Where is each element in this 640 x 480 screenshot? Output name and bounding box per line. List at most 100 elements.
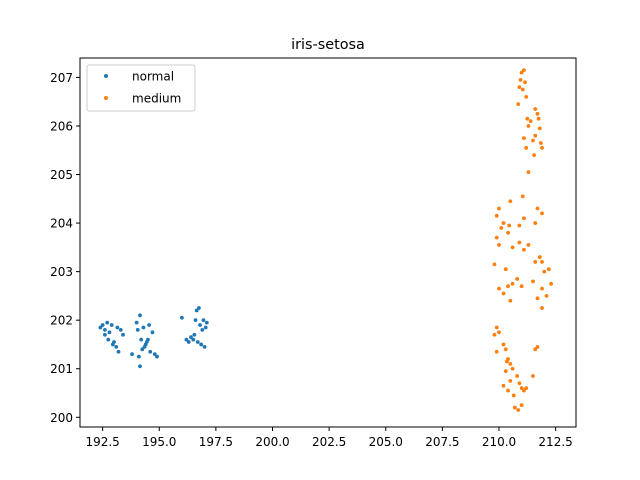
y-tick-label: 203 [50, 265, 73, 279]
scatter-point-medium [494, 349, 499, 354]
scatter-point-medium [542, 269, 547, 274]
chart-title: iris-setosa [291, 37, 365, 53]
scatter-point-normal [136, 354, 141, 359]
scatter-point-medium [540, 286, 544, 291]
scatter-point-medium [511, 393, 516, 398]
scatter-point-normal [106, 337, 111, 342]
scatter-point-normal [200, 327, 205, 332]
scatter-point-medium [501, 291, 506, 296]
scatter-point-medium [494, 235, 499, 240]
scatter-point-medium [508, 298, 513, 303]
scatter-point-normal [180, 315, 184, 320]
y-tick-label: 206 [50, 119, 73, 133]
scatter-point-medium [508, 361, 513, 366]
scatter-point-normal [195, 340, 200, 344]
scatter-point-medium [519, 70, 524, 75]
scatter-point-medium [522, 388, 526, 393]
scatter-point-normal [204, 320, 209, 325]
legend-label-medium: medium [132, 92, 181, 106]
scatter-point-medium [533, 221, 538, 225]
scatter-point-normal [150, 330, 155, 335]
scatter-point-medium [501, 221, 506, 225]
scatter-point-normal [203, 325, 208, 330]
scatter-point-medium [535, 206, 540, 211]
scatter-point-normal [139, 337, 144, 342]
scatter-point-normal [191, 337, 196, 342]
scatter-point-medium [522, 136, 526, 141]
scatter-point-medium [540, 145, 544, 150]
scatter-point-normal [194, 308, 199, 313]
scatter-point-medium [517, 381, 522, 386]
scatter-point-normal [197, 306, 201, 310]
scatter-point-normal [107, 330, 112, 335]
y-tick-label: 202 [50, 314, 73, 328]
scatter-point-medium [540, 306, 544, 310]
scatter-point-medium [497, 330, 501, 335]
scatter-point-medium [492, 262, 497, 267]
legend-marker-normal [104, 74, 108, 78]
scatter-point-medium [501, 383, 506, 388]
scatter-point-normal [110, 342, 115, 347]
y-tick-label: 205 [50, 168, 73, 182]
scatter-point-medium [519, 284, 524, 289]
scatter-point-medium [524, 386, 529, 391]
legend-items: normal medium [104, 70, 181, 106]
x-tick-label: 210.0 [482, 435, 516, 449]
scatter-point-normal [105, 320, 110, 325]
scatter-point-medium [517, 223, 522, 228]
scatter-point-normal [142, 344, 147, 349]
scatter-point-medium [506, 230, 510, 235]
scatter-point-normal [201, 318, 206, 323]
scatter-point-medium [516, 408, 521, 412]
scatter-point-normal [98, 325, 103, 330]
scatter-point-medium [546, 267, 551, 272]
x-tick-label: 197.5 [199, 435, 233, 449]
scatter-point-medium [540, 260, 544, 264]
scatter-point-normal [186, 340, 191, 344]
y-axis: 200 201 202 203 204 205 206 207 [50, 71, 80, 425]
scatter-point-medium [522, 68, 526, 73]
scatter-point-medium [494, 213, 499, 218]
scatter-point-medium [520, 87, 525, 92]
scatter-point-normal [135, 327, 140, 332]
scatter-point-medium [508, 199, 513, 204]
scatter-point-medium [531, 279, 535, 284]
scatter-point-normal [115, 325, 120, 330]
scatter-point-medium [537, 126, 542, 131]
scatter-point-medium [538, 141, 543, 145]
scatter-point-normal [103, 327, 107, 332]
scatter-point-medium [503, 267, 508, 272]
scatter-point-medium [497, 243, 501, 247]
x-tick-label: 200.0 [255, 435, 289, 449]
scatter-point-medium [531, 374, 535, 378]
scatter-point-medium [549, 281, 553, 286]
x-tick-label: 207.5 [425, 435, 459, 449]
scatter-point-normal [189, 335, 193, 340]
scatter-point-normal [118, 327, 123, 332]
scatter-point-normal [144, 340, 149, 344]
scatter-point-medium [512, 405, 517, 410]
scatter-point-medium [501, 342, 506, 347]
scatter-point-normal [140, 347, 145, 352]
scatter-point-medium [540, 211, 544, 216]
scatter-point-medium [506, 284, 510, 289]
y-tick-label: 201 [50, 362, 73, 376]
scatter-point-medium [518, 77, 523, 82]
scatter-point-medium [506, 388, 510, 393]
legend-label-normal: normal [132, 70, 174, 84]
scatter-point-medium [510, 366, 515, 371]
scatter-point-medium [526, 170, 531, 174]
scatter-point-normal [147, 323, 151, 327]
scatter-point-medium [508, 378, 513, 383]
scatter-point-medium [522, 247, 526, 252]
legend: normal medium [86, 64, 196, 112]
scatter-point-normal [198, 323, 202, 327]
scatter-point-normal [103, 332, 107, 337]
plot-area-frame [79, 57, 577, 428]
scatter-point-medium [532, 153, 537, 158]
scatter-point-normal [114, 344, 119, 349]
scatter-point-medium [519, 403, 524, 408]
scatter-point-normal [148, 349, 153, 354]
x-axis: 192.5 195.0 197.5 200.0 202.5 205.0 207.5 210.0… [85, 427, 573, 449]
scatter-point-normal [141, 325, 146, 330]
